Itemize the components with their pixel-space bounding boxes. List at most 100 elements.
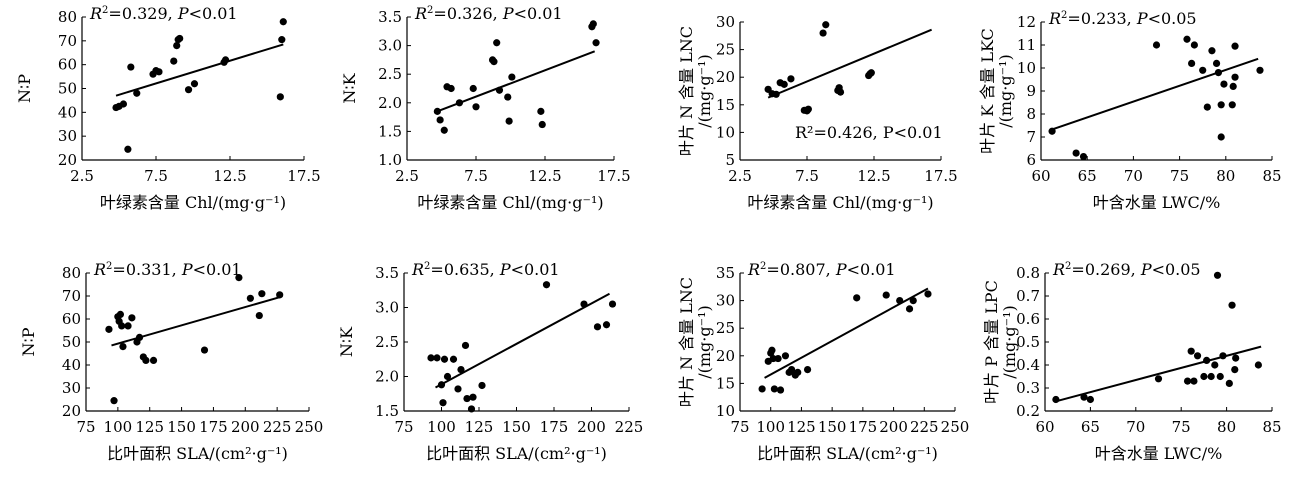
y-tick-label: 3.5	[375, 264, 399, 282]
data-point	[443, 372, 452, 381]
x-axis-label: 叶绿素含量 Chl/(mg·g⁻¹)	[100, 193, 286, 212]
y-tick-label: 25	[716, 41, 735, 59]
x-tick-label: 150	[167, 418, 196, 436]
x-tick-label: 17.5	[287, 167, 320, 185]
data-point	[592, 39, 600, 47]
stat-r-symbol: R	[1048, 9, 1061, 28]
data-point	[461, 341, 470, 350]
x-tick-label: 2.5	[728, 167, 752, 185]
data-point	[774, 354, 782, 363]
y-tick-label: 20	[62, 402, 81, 420]
stat-r-symbol: R	[93, 260, 106, 279]
y-tick-label: 10	[716, 402, 735, 420]
y-tick-label: 30	[58, 127, 77, 145]
data-point	[495, 86, 504, 94]
stat-r-symbol: R	[414, 4, 427, 23]
data-point	[819, 29, 827, 37]
data-point	[602, 321, 611, 329]
x-tick-label: 225	[263, 418, 292, 436]
x-axis-label: 叶含水量 LWC/%	[1093, 193, 1221, 212]
y-tick-label: 20	[716, 347, 735, 365]
y-axis-unit-label: /(mg·g⁻¹)	[1000, 305, 1019, 378]
x-tick-label: 12.5	[857, 167, 890, 185]
data-point	[1048, 127, 1056, 135]
data-point	[133, 89, 141, 97]
x-tick-label: 200	[577, 418, 606, 436]
data-point	[804, 105, 812, 113]
x-tick-label: 200	[231, 418, 260, 436]
data-point	[1152, 41, 1161, 49]
stat-p-symbol: P	[1140, 260, 1152, 279]
y-tick-label: 80	[58, 8, 77, 26]
stat-r-superscript: 2	[1065, 261, 1071, 272]
x-axis-label: 比叶面积 SLA/(cm²·g⁻¹)	[757, 444, 938, 463]
y-axis-unit-label: /(mg·g⁻¹)	[695, 54, 714, 127]
data-point	[776, 386, 785, 394]
data-point	[538, 120, 546, 129]
stat-p-value: <0.05	[1152, 260, 1201, 279]
data-point	[255, 311, 263, 320]
x-tick-label: 12.5	[213, 167, 246, 185]
x-tick-label: 85	[1262, 167, 1281, 185]
stat-r-symbol: R	[411, 260, 424, 279]
data-point	[176, 34, 184, 43]
regression-line	[1049, 57, 1259, 132]
y-tick-label: 6	[1026, 151, 1036, 169]
data-point	[155, 68, 163, 76]
data-point	[440, 355, 449, 363]
data-point	[433, 354, 441, 362]
data-point	[457, 366, 465, 374]
data-point	[822, 21, 830, 29]
data-point	[1080, 393, 1088, 401]
data-point	[124, 145, 132, 153]
scatter-panel-4: 60 65 70 75 80 85 6 7 8 9 10 11 12 叶含水量 LWC/% 叶片 K 含量 …	[978, 9, 1282, 212]
stat-annotation: R2=0.331, P<0.01	[93, 260, 242, 279]
stat-p-value: <0.01	[847, 260, 896, 279]
data-point	[1231, 366, 1239, 374]
y-tick-label: 0.2	[1016, 402, 1040, 420]
data-point	[580, 300, 588, 308]
y-tick-label: 0.8	[1016, 264, 1040, 282]
x-tick-label: 100	[427, 418, 456, 436]
stat-p-symbol: P	[502, 4, 514, 23]
y-tick-label: 10	[716, 123, 735, 141]
x-tick-label: 7.5	[795, 167, 819, 185]
data-point	[110, 397, 118, 405]
stat-p-symbol: P	[499, 260, 511, 279]
y-tick-label: 50	[62, 333, 81, 351]
x-tick-label: 150	[502, 418, 531, 436]
data-point	[882, 291, 890, 299]
data-point	[1203, 103, 1211, 111]
x-tick-label: 175	[199, 418, 228, 436]
x-tick-label: 17.5	[924, 167, 957, 185]
data-point	[1231, 73, 1239, 81]
y-axis-label: 叶片 N 含量 LNC	[677, 26, 696, 156]
data-point	[758, 385, 766, 393]
stat-r2-value: =0.329,	[108, 4, 177, 23]
stat-annotation: R2=0.635, P<0.01	[411, 260, 560, 279]
y-tick-label: 30	[62, 379, 81, 397]
x-tick-label: 100	[104, 418, 133, 436]
data-point	[1216, 372, 1224, 381]
y-tick-label: 1.5	[378, 122, 402, 140]
data-point	[1229, 82, 1237, 90]
data-point	[142, 356, 150, 364]
data-point	[1199, 66, 1207, 74]
data-point	[279, 18, 287, 26]
x-tick-label: 75	[730, 418, 749, 436]
data-point	[1208, 47, 1216, 55]
data-point	[1183, 377, 1192, 385]
stat-annotation: R2=0.329, P<0.01	[89, 4, 238, 23]
stat-p-value: <0.01	[193, 260, 242, 279]
x-tick-label: 7.5	[144, 167, 168, 185]
y-tick-label: 5	[725, 151, 735, 169]
data-point	[589, 20, 597, 28]
data-point	[127, 63, 135, 71]
data-point	[135, 333, 144, 341]
y-tick-label: 12	[1017, 13, 1036, 31]
y-axis-label: N∶P	[15, 74, 34, 103]
stat-annotation: R2=0.807, P<0.01	[747, 260, 896, 279]
data-point	[1256, 66, 1264, 74]
data-point	[794, 368, 802, 376]
